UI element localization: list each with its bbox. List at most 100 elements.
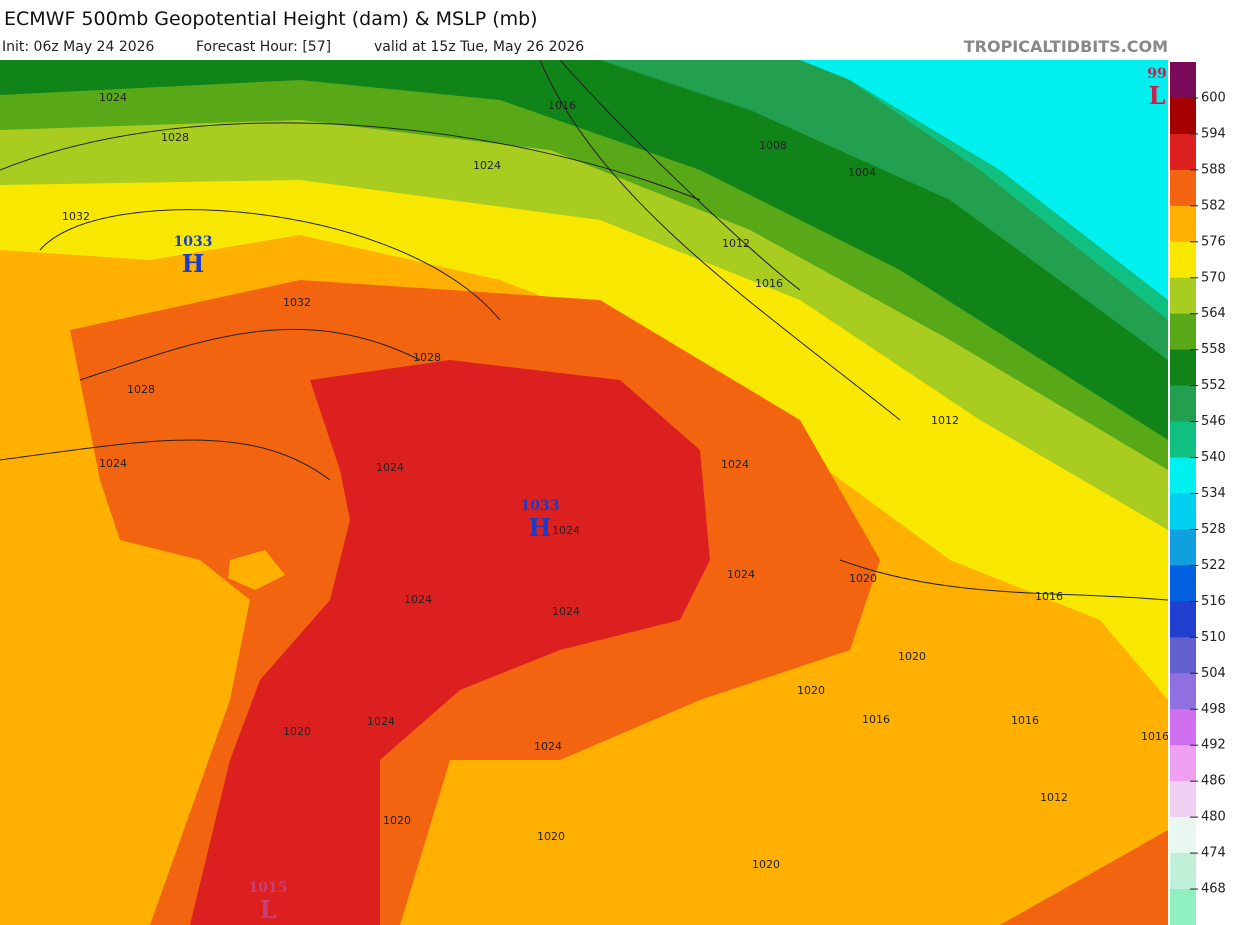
isobar-label: 1012: [931, 414, 959, 427]
colorbar-band: [1170, 133, 1196, 171]
colorbar-label: 588: [1201, 162, 1226, 177]
isobar-label: 1016: [548, 99, 576, 112]
isobar-label: 1024: [99, 457, 127, 470]
isobar-label: 1016: [755, 277, 783, 290]
colorbar-band: [1170, 313, 1196, 351]
isobar-label: 1012: [722, 237, 750, 250]
colorbar-band: [1170, 421, 1196, 459]
colorbar-band: [1170, 169, 1196, 207]
height-field: [228, 550, 285, 590]
colorbar-label: 564: [1201, 306, 1226, 321]
isobar-label: 1020: [383, 814, 411, 827]
pressure-value: 1033: [521, 498, 560, 514]
colorbar-label: 552: [1201, 378, 1226, 393]
isobar-label: 1024: [721, 458, 749, 471]
isobar-label: 1020: [849, 572, 877, 585]
isobar-label: 1020: [898, 650, 926, 663]
isobar-label: 1020: [283, 725, 311, 738]
colorbar-label: 576: [1201, 234, 1226, 249]
colorbar-label: 516: [1201, 594, 1226, 609]
colorbar-label: 510: [1201, 630, 1226, 645]
colorbar-label: 582: [1201, 198, 1226, 213]
isobar-label: 1028: [127, 383, 155, 396]
valid-time: valid at 15z Tue, May 26 2026: [374, 39, 584, 55]
colorbar-label: 474: [1201, 846, 1226, 861]
colorbar-label: 546: [1201, 414, 1226, 429]
colorbar-label: 486: [1201, 774, 1226, 789]
map-area: 1024 1028 1032 1016 1024 1008 1004 1012 1016 1032…: [0, 60, 1169, 925]
pressure-symbol: L: [1149, 81, 1166, 110]
colorbar-label: 558: [1201, 342, 1226, 357]
pressure-symbol: H: [182, 249, 205, 278]
isobar: [559, 60, 801, 291]
colorbar-band: [1170, 781, 1196, 818]
isobar-label: 1024: [99, 91, 127, 104]
isobar-label: 1024: [376, 461, 404, 474]
isobar-label: 1024: [473, 159, 501, 172]
colorbar-band: [1170, 241, 1196, 279]
colorbar-label: 522: [1201, 558, 1226, 573]
pressure-symbol: H: [529, 513, 552, 542]
isobar-label: 1028: [161, 131, 189, 144]
title: ECMWF 500mb Geopotential Height (dam) & …: [4, 8, 538, 30]
pressure-value: 1015: [249, 880, 288, 896]
isobar-label: 1020: [537, 830, 565, 843]
isobar-label: 1020: [797, 684, 825, 697]
colorbar-band: [1170, 62, 1196, 99]
colorbar-band: [1170, 889, 1196, 925]
isobar: [0, 439, 331, 481]
isobar: [839, 559, 1168, 601]
height-field: [800, 60, 1168, 300]
isobar-label: 1024: [727, 568, 755, 581]
isobar: [79, 328, 421, 381]
colorbar-band: [1170, 97, 1196, 135]
colorbar-band: [1170, 673, 1196, 710]
isobar-label: 1024: [367, 715, 395, 728]
pressure-value: 1033: [174, 234, 213, 250]
colorbar-band: [1170, 817, 1196, 854]
height-field: [190, 360, 710, 925]
init-time: Init: 06z May 24 2026: [2, 39, 155, 55]
isobar-label: 1004: [848, 166, 876, 179]
colorbar: 600 594 588 582 576 570 564 558 552 546 540 534 528 5…: [1170, 62, 1226, 925]
isobar-label: 1024: [552, 524, 580, 537]
forecast-hour: Forecast Hour: [57]: [196, 39, 331, 55]
colorbar-label: 468: [1201, 882, 1226, 897]
colorbar-band: [1170, 601, 1196, 638]
colorbar-band: [1170, 709, 1196, 746]
site-name: TROPICALTIDBITS.COM: [964, 37, 1168, 56]
isobar-label: 1032: [283, 296, 311, 309]
pressure-symbol: L: [260, 895, 277, 924]
isobar-label: 1028: [413, 351, 441, 364]
colorbar-label: 570: [1201, 270, 1226, 285]
colorbar-band: [1170, 277, 1196, 315]
isobar-label: 1032: [62, 210, 90, 223]
isobar-label: 1024: [552, 605, 580, 618]
colorbar-band: [1170, 457, 1196, 494]
colorbar-label: 480: [1201, 810, 1226, 825]
colorbar-band: [1170, 565, 1196, 602]
colorbar-band: [1170, 529, 1196, 566]
isobar-label: 1016: [862, 713, 890, 726]
isobar-label: 1016: [1141, 730, 1169, 743]
colorbar-label: 498: [1201, 702, 1226, 717]
isobar: [39, 209, 501, 321]
colorbar-band: [1170, 853, 1196, 890]
colorbar-label: 594: [1201, 126, 1226, 141]
colorbar-band: [1170, 637, 1196, 674]
pressure-value: 99: [1147, 66, 1166, 82]
isobar-label: 1012: [1040, 791, 1068, 804]
height-field: [1000, 830, 1168, 925]
colorbar-label: 492: [1201, 738, 1226, 753]
colorbar-band: [1170, 385, 1196, 423]
colorbar-label: 540: [1201, 450, 1226, 465]
isobar-label: 1016: [1035, 590, 1063, 603]
colorbar-band: [1170, 745, 1196, 782]
colorbar-band: [1170, 493, 1196, 530]
colorbar-band: [1170, 205, 1196, 243]
isobar-label: 1024: [404, 593, 432, 606]
isobar-label: 1008: [759, 139, 787, 152]
colorbar-label: 600: [1201, 90, 1226, 105]
